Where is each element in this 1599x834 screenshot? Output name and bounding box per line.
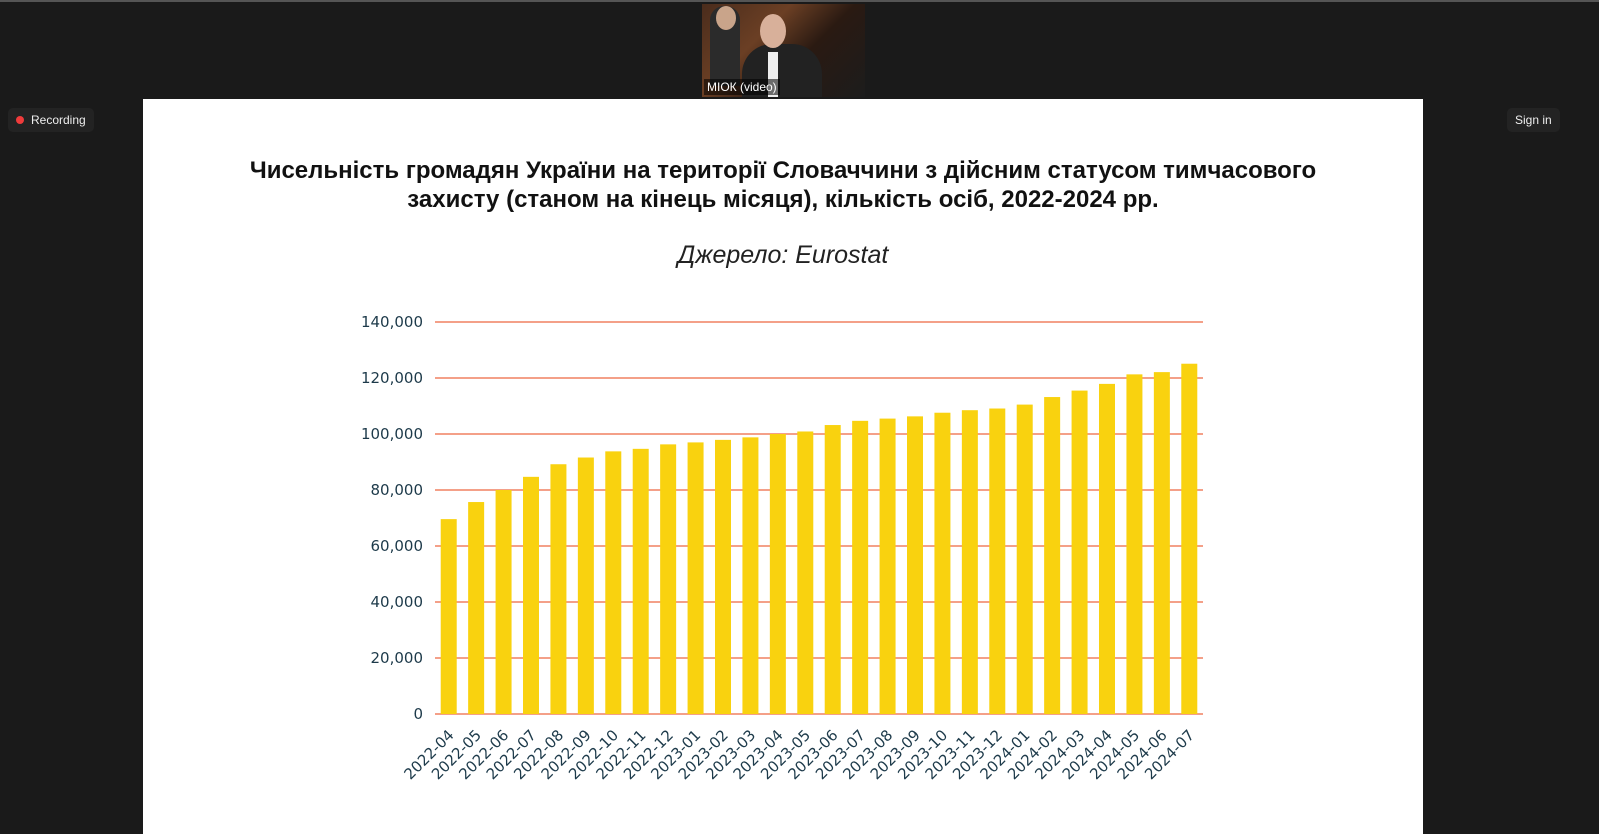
bar-2023-12 <box>989 408 1006 714</box>
bar-2022-11 <box>632 448 649 714</box>
bar-2024-02 <box>1044 397 1061 714</box>
bar-2024-07 <box>1181 363 1198 714</box>
person-center-head <box>760 14 786 48</box>
bar-2023-06 <box>824 425 841 714</box>
y-tick-label: 60,000 <box>371 537 424 555</box>
recording-dot-icon <box>16 116 24 124</box>
bar-2022-04 <box>440 519 457 714</box>
bar-2022-12 <box>660 444 677 714</box>
bar-2022-08 <box>550 464 567 714</box>
recording-label: Recording <box>31 113 86 127</box>
bar-2024-04 <box>1099 383 1115 714</box>
window-top-border <box>0 0 1599 2</box>
sign-in-label: Sign in <box>1515 113 1552 127</box>
participant-video-tile[interactable]: МІОК (video) <box>702 4 865 97</box>
participant-name: МІОК (video) <box>704 79 780 95</box>
chart-title-line1: Чисельність громадян України на територі… <box>249 157 1317 184</box>
bar-2022-06 <box>495 490 512 714</box>
bar-2023-04 <box>769 434 786 714</box>
y-tick-label: 80,000 <box>371 481 424 499</box>
bar-2023-07 <box>852 420 869 714</box>
bar-2024-01 <box>1016 404 1033 714</box>
bar-chart: 0 20,000 40,000 60,000 80,000 100,000 120,000 1… <box>361 313 1203 783</box>
y-tick-label: 20,000 <box>371 649 424 667</box>
bar-2022-10 <box>605 451 622 714</box>
chart-source: Джерело: Eurostat <box>677 241 889 269</box>
bar-2023-05 <box>797 431 814 714</box>
bar-2023-10 <box>934 412 951 714</box>
y-tick-label: 40,000 <box>371 593 424 611</box>
bar-2023-09 <box>907 416 923 714</box>
recording-indicator[interactable]: Recording <box>8 108 94 132</box>
y-tick-label: 120,000 <box>361 369 423 387</box>
y-tick-label: 100,000 <box>361 425 423 443</box>
y-tick-label: 0 <box>413 705 423 723</box>
bar-2024-06 <box>1153 372 1170 714</box>
bar-2024-03 <box>1071 390 1088 714</box>
bar-2023-01 <box>687 442 704 714</box>
sign-in-button[interactable]: Sign in <box>1507 108 1560 132</box>
chart-title: Чисельність громадян України на територі… <box>143 156 1423 214</box>
bar-2023-02 <box>715 439 731 714</box>
bar-2022-05 <box>468 502 485 714</box>
y-tick-label: 140,000 <box>361 313 423 331</box>
person-center-shirt <box>768 52 778 97</box>
bar-2022-09 <box>577 457 594 714</box>
bar-2024-05 <box>1126 374 1143 714</box>
chart-title-line2: захисту (станом на кінець місяця), кільк… <box>407 186 1159 213</box>
bar-2023-03 <box>742 437 759 714</box>
shared-slide: Чисельність громадян України на територі… <box>143 99 1423 834</box>
person-left-head <box>716 6 736 30</box>
bar-2022-07 <box>523 476 539 714</box>
bar-2023-11 <box>961 410 978 714</box>
bar-2023-08 <box>879 418 896 714</box>
